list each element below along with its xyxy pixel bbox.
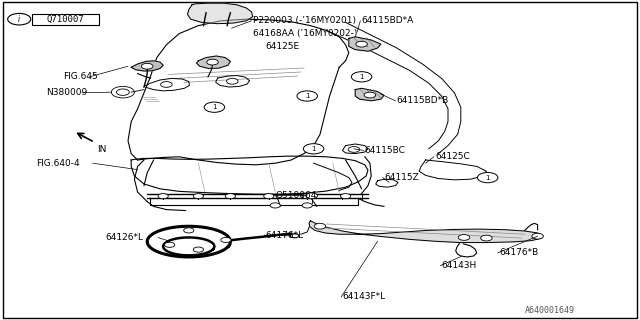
Circle shape <box>158 194 168 199</box>
Text: i: i <box>18 15 20 24</box>
Circle shape <box>532 233 543 239</box>
Circle shape <box>303 144 324 154</box>
Text: Q710007: Q710007 <box>47 15 84 24</box>
Text: 64125E: 64125E <box>266 42 300 51</box>
Circle shape <box>193 247 204 252</box>
Circle shape <box>161 82 172 87</box>
Text: 64143H: 64143H <box>442 261 477 270</box>
Text: FIG.640-4: FIG.640-4 <box>36 159 79 168</box>
Circle shape <box>302 194 312 199</box>
Circle shape <box>116 89 129 95</box>
Text: Q510064: Q510064 <box>275 191 317 200</box>
Circle shape <box>306 193 317 199</box>
Text: 1: 1 <box>212 104 217 110</box>
Circle shape <box>348 147 360 152</box>
Text: FIG.645: FIG.645 <box>63 72 97 81</box>
Text: A640001649: A640001649 <box>525 306 575 315</box>
Circle shape <box>356 41 367 47</box>
Polygon shape <box>131 61 163 71</box>
Polygon shape <box>349 37 381 51</box>
Circle shape <box>314 223 326 229</box>
Circle shape <box>302 203 312 208</box>
Text: 64125C: 64125C <box>435 152 470 161</box>
Circle shape <box>477 172 498 183</box>
Text: 64176*L: 64176*L <box>266 231 304 240</box>
Circle shape <box>225 194 236 199</box>
Circle shape <box>193 194 204 199</box>
Circle shape <box>264 194 274 199</box>
Polygon shape <box>355 88 384 101</box>
Circle shape <box>141 63 153 69</box>
Circle shape <box>481 235 492 241</box>
Text: 1: 1 <box>485 175 490 180</box>
Circle shape <box>227 78 238 84</box>
Circle shape <box>8 13 31 25</box>
Polygon shape <box>309 221 543 243</box>
Circle shape <box>458 235 470 240</box>
Circle shape <box>204 102 225 112</box>
Text: 1: 1 <box>305 93 310 99</box>
Circle shape <box>270 203 280 208</box>
Text: N380009: N380009 <box>46 88 87 97</box>
Circle shape <box>340 194 351 199</box>
FancyBboxPatch shape <box>32 14 99 25</box>
Polygon shape <box>196 56 230 68</box>
Text: 64115Z: 64115Z <box>384 173 419 182</box>
Circle shape <box>221 237 231 243</box>
Text: 64168AA (’16MY0202-): 64168AA (’16MY0202-) <box>253 29 357 38</box>
Circle shape <box>164 242 175 247</box>
Circle shape <box>207 59 218 65</box>
Text: 64115BD*B: 64115BD*B <box>397 96 449 105</box>
Polygon shape <box>188 3 253 24</box>
Text: 64115BD*A: 64115BD*A <box>362 16 414 25</box>
Text: 1: 1 <box>359 74 364 80</box>
Text: P220003 (-’16MY0201): P220003 (-’16MY0201) <box>253 16 356 25</box>
Text: 1: 1 <box>311 146 316 152</box>
Circle shape <box>184 228 194 233</box>
Circle shape <box>297 91 317 101</box>
Circle shape <box>364 92 376 98</box>
Text: 64176*B: 64176*B <box>499 248 538 257</box>
Text: 64115BC: 64115BC <box>365 146 406 155</box>
Text: 64143F*L: 64143F*L <box>342 292 385 301</box>
Circle shape <box>351 72 372 82</box>
Text: 64126*L: 64126*L <box>106 233 143 242</box>
Text: IN: IN <box>97 145 107 154</box>
